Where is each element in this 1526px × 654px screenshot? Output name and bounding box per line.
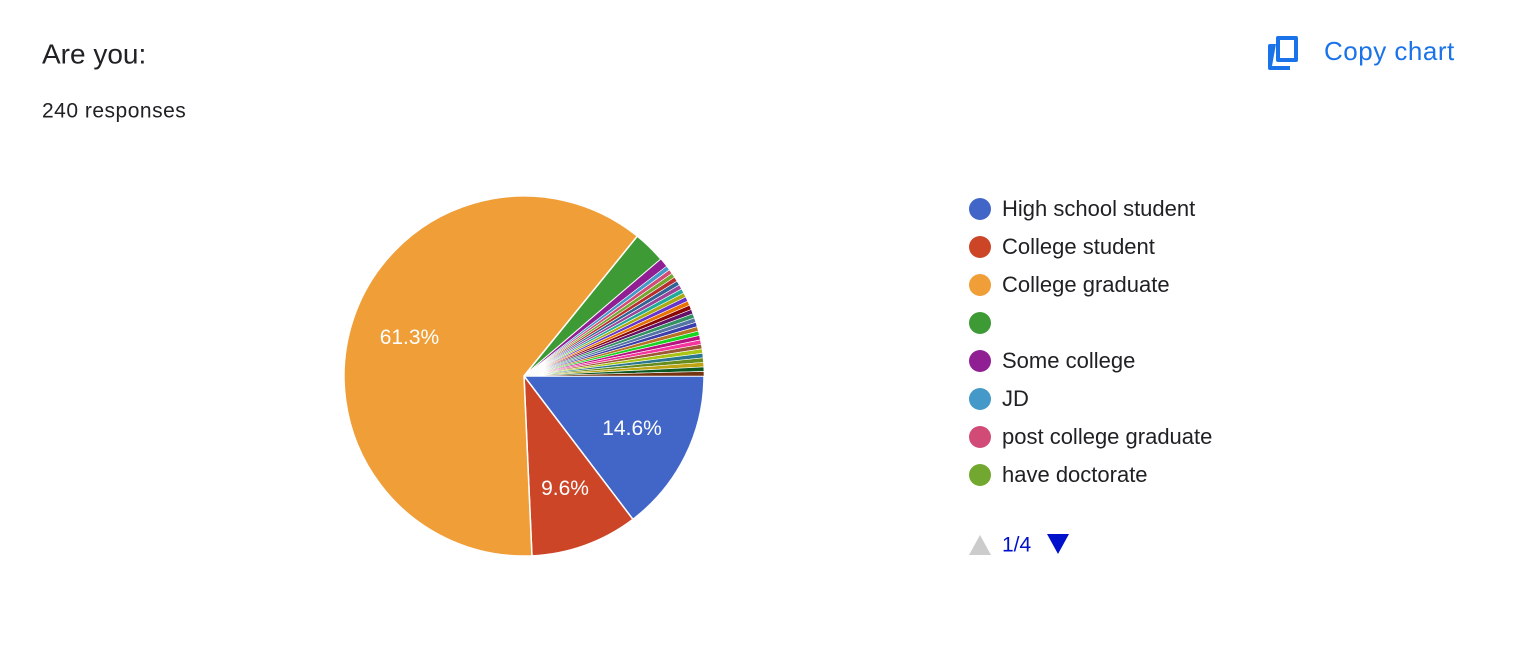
legend-swatch — [969, 388, 991, 410]
legend-label: JD — [1002, 386, 1029, 411]
legend: High school student College student Colleg… — [969, 196, 1212, 487]
pie-slice — [522, 375, 705, 521]
legend-label: have doctorate — [1002, 462, 1148, 487]
pie-slice — [523, 371, 705, 377]
pager-up — [969, 535, 991, 555]
legend-pager: 1/4 — [969, 534, 1069, 557]
response-count: 240 responses — [42, 100, 186, 123]
pie: 14.6% 9.6% 61.3% — [343, 195, 705, 557]
slice-label: 9.6% — [541, 477, 589, 500]
legend-label: Some college — [1002, 348, 1135, 373]
legend-label: post college graduate — [1002, 424, 1212, 449]
legend-swatch — [969, 274, 991, 296]
chart-title: Are you: — [42, 38, 146, 69]
slice-label: 61.3% — [380, 326, 440, 349]
legend-swatch — [969, 350, 991, 372]
pie-slice — [343, 195, 639, 557]
copy-chart-label[interactable]: Copy chart — [1324, 36, 1455, 66]
legend-label: College graduate — [1002, 272, 1170, 297]
legend-swatch — [969, 426, 991, 448]
legend-swatch — [969, 312, 991, 334]
copy-icon — [1268, 36, 1298, 70]
pager-down[interactable] — [1047, 534, 1069, 554]
pager-label: 1/4 — [1002, 534, 1032, 557]
legend-swatch — [969, 464, 991, 486]
pie-slice — [523, 373, 634, 557]
slice-label: 14.6% — [602, 417, 662, 440]
legend-label: College student — [1002, 234, 1155, 259]
legend-swatch — [969, 236, 991, 258]
legend-label: High school student — [1002, 196, 1195, 221]
copy-chart-button[interactable]: Copy chart — [1268, 36, 1455, 70]
legend-swatch — [969, 198, 991, 220]
